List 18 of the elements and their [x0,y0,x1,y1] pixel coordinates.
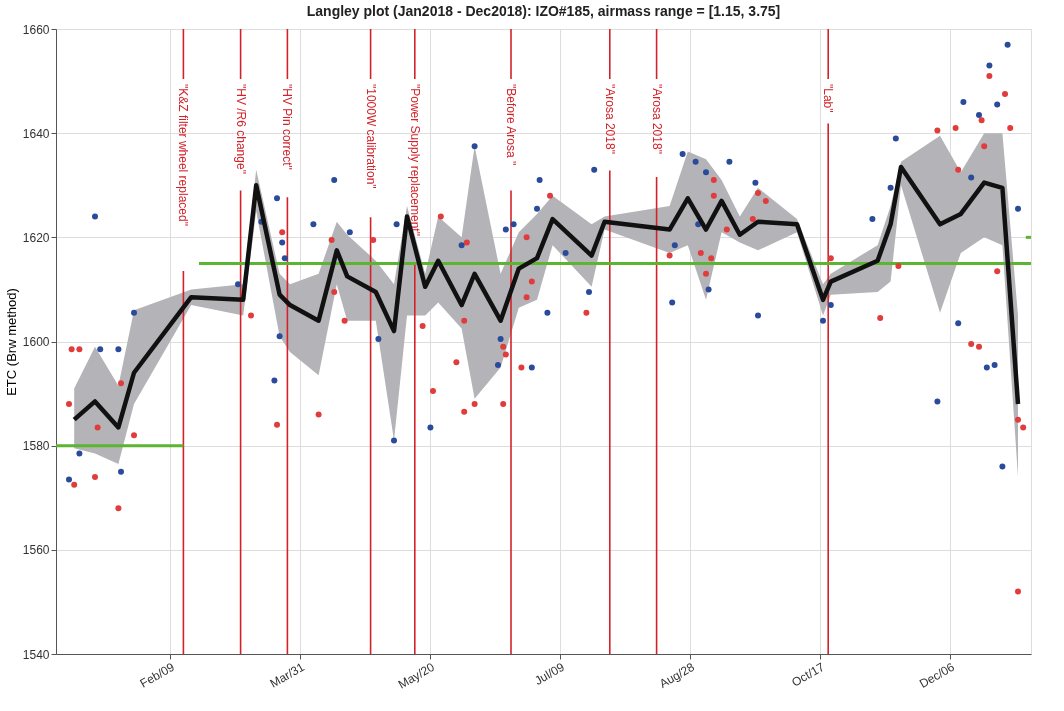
ref-line-label: "Arosa 2018" [649,84,664,154]
ref-line-label: "Lab" [821,84,836,113]
y-tick-label: 1600 [22,335,50,349]
ref-line-label: "Before Arosa " [504,84,518,166]
ref-line-label: "Arosa 2018" [602,84,617,154]
y-axis-title: ETC (Brw method) [3,288,19,396]
y-tick-label: 1660 [22,22,50,37]
chart-title: Langley plot (Jan2018 - Dec2018): IZO#185, airmass range = [1.15, 3.75] [306,3,781,19]
y-tick-label: 1620 [22,230,50,245]
y-tick-label: 1640 [22,126,50,141]
ref-line-label: "HV Pin correct" [280,84,295,170]
ref-line-label: "Power Supply replacement" [407,84,422,236]
y-tick-label: 1560 [22,543,50,558]
ref-line-label: "1000W calibration" [363,84,378,189]
y-tick-label: 1540 [22,647,50,662]
ref-line-label: "K&Z filter wheel replaced" [176,84,191,226]
ref-line-label: "HV /R6 change" [233,84,248,174]
y-tick-label: 1580 [22,439,50,454]
